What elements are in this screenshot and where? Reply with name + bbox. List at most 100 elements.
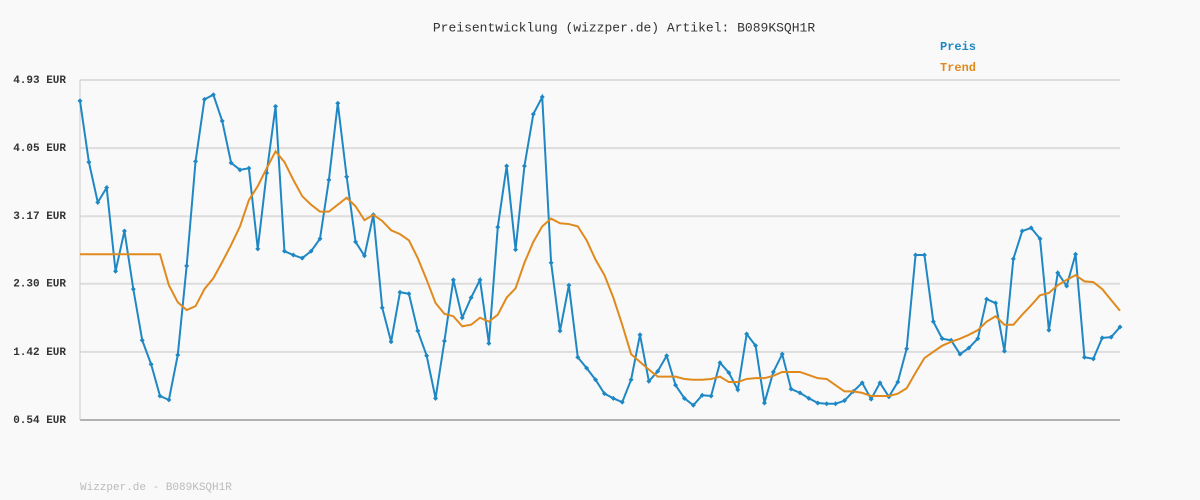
point <box>459 315 465 321</box>
point <box>335 100 341 106</box>
point <box>575 354 581 360</box>
point <box>1001 348 1007 354</box>
point <box>966 345 972 351</box>
point <box>868 396 874 402</box>
point <box>690 402 696 408</box>
point <box>1073 251 1079 257</box>
point <box>930 319 936 325</box>
point <box>735 387 741 393</box>
point <box>219 118 225 124</box>
point <box>1099 335 1105 341</box>
point <box>246 165 252 171</box>
point <box>895 379 901 385</box>
point <box>770 369 776 375</box>
y-tick-label: 2.30 EUR <box>13 279 66 291</box>
point <box>984 296 990 302</box>
point <box>921 252 927 258</box>
point <box>184 263 190 269</box>
point <box>841 398 847 404</box>
point <box>193 158 199 164</box>
point <box>157 393 163 399</box>
point <box>415 328 421 334</box>
point <box>95 199 101 205</box>
point <box>904 346 910 352</box>
point <box>726 370 732 376</box>
y-tick-label: 3.17 EUR <box>13 211 66 223</box>
point <box>486 340 492 346</box>
point <box>344 174 350 180</box>
point <box>175 352 181 358</box>
point <box>646 378 652 384</box>
point <box>939 336 945 342</box>
point <box>557 328 563 334</box>
point <box>664 353 670 359</box>
point <box>326 177 332 183</box>
point <box>975 336 981 342</box>
series-line <box>79 93 1121 407</box>
point <box>681 395 687 401</box>
point <box>815 400 821 406</box>
point <box>281 248 287 254</box>
point <box>601 391 607 397</box>
point <box>1117 324 1123 330</box>
point <box>957 351 963 357</box>
y-tick-label: 4.93 EUR <box>13 75 66 87</box>
point <box>361 253 367 259</box>
point <box>468 295 474 301</box>
point <box>753 343 759 349</box>
y-tick-label: 4.05 EUR <box>13 143 66 155</box>
point <box>530 111 536 117</box>
point <box>210 92 216 98</box>
point <box>610 395 616 401</box>
point <box>628 377 634 383</box>
point <box>77 98 83 104</box>
point <box>1037 236 1043 242</box>
point <box>806 395 812 401</box>
point <box>228 160 234 166</box>
point <box>201 96 207 102</box>
point <box>139 337 145 343</box>
point <box>397 289 403 295</box>
point <box>379 305 385 311</box>
point <box>655 368 661 374</box>
point <box>593 377 599 383</box>
point <box>859 380 865 386</box>
point <box>717 360 723 366</box>
point <box>548 260 554 266</box>
point <box>539 94 545 100</box>
point <box>566 282 572 288</box>
point <box>699 392 705 398</box>
point <box>1028 225 1034 231</box>
point <box>166 397 172 403</box>
point <box>353 239 359 245</box>
point <box>1046 327 1052 333</box>
legend-label: Trend <box>940 61 976 75</box>
point <box>797 390 803 396</box>
point <box>913 252 919 258</box>
point <box>273 103 279 109</box>
point <box>1090 356 1096 362</box>
legend-label: Preis <box>940 40 976 54</box>
footer: Wizzper.de - B089KSQH1R <box>80 482 232 494</box>
point <box>877 380 883 386</box>
point <box>824 401 830 407</box>
point <box>673 382 679 388</box>
point <box>290 252 296 258</box>
point <box>1010 256 1016 262</box>
point <box>504 163 510 169</box>
series-line <box>80 149 1121 397</box>
point <box>388 339 394 345</box>
point <box>433 395 439 401</box>
point <box>130 286 136 292</box>
point <box>441 338 447 344</box>
point <box>477 277 483 283</box>
point <box>148 361 154 367</box>
point <box>993 300 999 306</box>
point <box>255 246 261 252</box>
point <box>833 401 839 407</box>
point <box>121 228 127 234</box>
point <box>1019 228 1025 234</box>
point <box>317 236 323 242</box>
point <box>744 331 750 337</box>
